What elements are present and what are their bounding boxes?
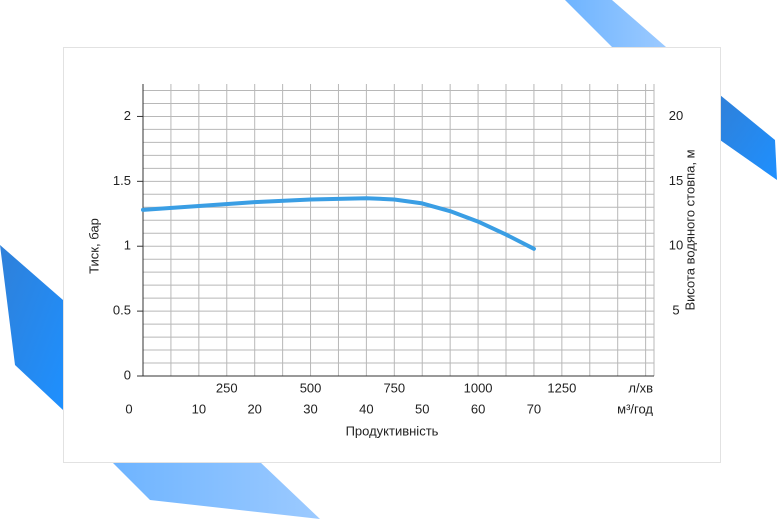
x-tick-label: 10 bbox=[192, 401, 206, 416]
y2-tick-label: 15 bbox=[669, 173, 683, 188]
y2-axis-label: Висота водяного стовпа, м bbox=[682, 149, 697, 310]
x-tick-label: 0 bbox=[125, 401, 132, 416]
y-tick-label: 1 bbox=[124, 238, 131, 253]
x-axis-label: Продуктивність bbox=[346, 423, 439, 438]
x2-tick-label: 1250 bbox=[547, 380, 576, 395]
x2-unit: л/хв bbox=[628, 380, 653, 395]
x-tick-label: 20 bbox=[247, 401, 261, 416]
decor bbox=[0, 245, 63, 410]
y2-tick-label: 20 bbox=[669, 108, 683, 123]
y-tick-label: 0 bbox=[124, 367, 131, 382]
x2-tick-label: 1000 bbox=[464, 380, 493, 395]
line-series bbox=[141, 196, 536, 251]
x2-tick-label: 750 bbox=[383, 380, 405, 395]
y-tick-label: 0.5 bbox=[113, 303, 131, 318]
y2-tick-label: 5 bbox=[672, 303, 679, 318]
decor bbox=[112, 462, 320, 519]
y2-tick-label: 10 bbox=[669, 238, 683, 253]
plot: 0 0.5 1 1.5 2 5 10 15 20 250 500 750 1000 1250 0 10 20 30… bbox=[113, 84, 683, 416]
decor bbox=[720, 95, 777, 180]
decor bbox=[565, 0, 666, 47]
x-tick-label: 50 bbox=[415, 401, 429, 416]
x-tick-label: 70 bbox=[527, 401, 541, 416]
x2-tick-label: 500 bbox=[300, 380, 322, 395]
x-tick-label: 40 bbox=[359, 401, 373, 416]
y-tick-label: 1.5 bbox=[113, 173, 131, 188]
y-tick-label: 2 bbox=[124, 108, 131, 123]
x-tick-label: 60 bbox=[471, 401, 485, 416]
x-unit: м³/год bbox=[617, 401, 653, 416]
card bbox=[63, 47, 721, 463]
x2-tick-label: 250 bbox=[216, 380, 238, 395]
x-tick-label: 30 bbox=[303, 401, 317, 416]
y-axis-label: Тиск, бар bbox=[86, 218, 101, 274]
